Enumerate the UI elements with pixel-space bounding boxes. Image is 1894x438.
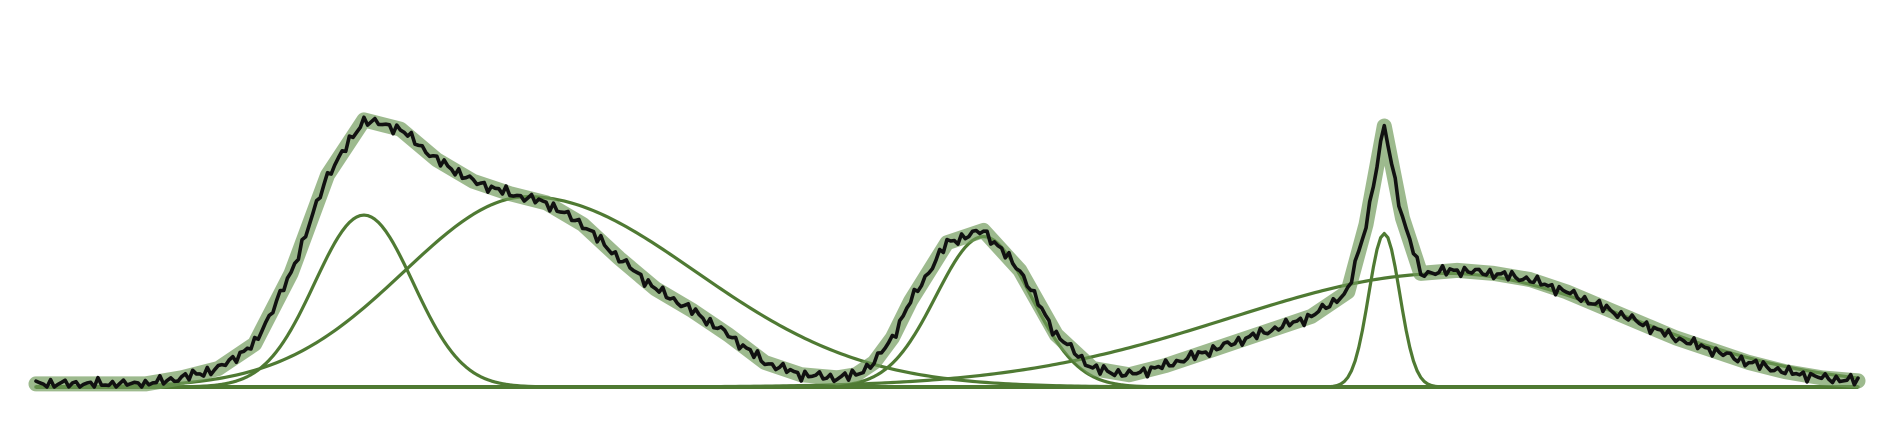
envelope-layer	[28, 112, 1866, 392]
fit-envelope-line	[28, 112, 1866, 392]
signal-layer	[34, 115, 1860, 389]
component-layer	[34, 195, 1860, 389]
component-curve-5	[34, 271, 1860, 389]
component-curve-3	[34, 234, 1860, 389]
measured-signal-line	[34, 115, 1860, 389]
